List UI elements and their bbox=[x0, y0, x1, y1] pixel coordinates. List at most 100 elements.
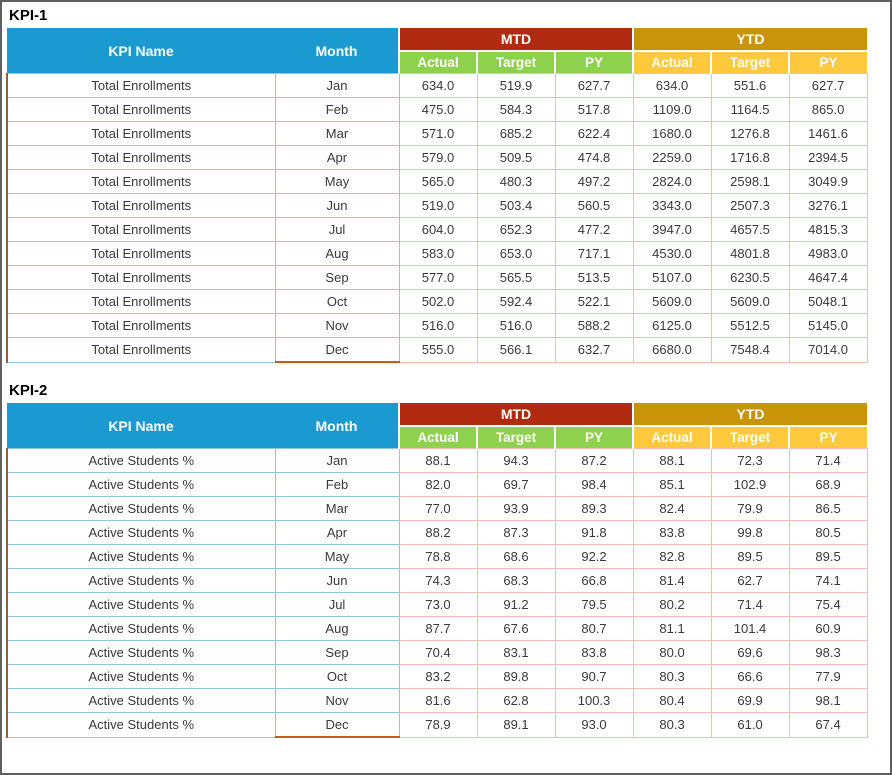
ytd-target-cell[interactable]: 61.0 bbox=[710, 712, 790, 738]
ytd-py-cell[interactable]: 5145.0 bbox=[788, 313, 868, 338]
ytd-py-cell[interactable]: 98.1 bbox=[788, 688, 868, 713]
kpi-name-cell[interactable]: Total Enrollments bbox=[6, 337, 276, 363]
mtd-py-cell[interactable]: 513.5 bbox=[554, 265, 634, 290]
ytd-target-cell[interactable]: 66.6 bbox=[710, 664, 790, 689]
ytd-target-cell[interactable]: 99.8 bbox=[710, 520, 790, 545]
col-header-mtd-actual[interactable]: Actual bbox=[398, 425, 477, 449]
month-cell[interactable]: Aug bbox=[274, 241, 400, 266]
ytd-actual-cell[interactable]: 6125.0 bbox=[632, 313, 712, 338]
ytd-target-cell[interactable]: 4801.8 bbox=[710, 241, 790, 266]
ytd-actual-cell[interactable]: 80.2 bbox=[632, 592, 712, 617]
mtd-target-cell[interactable]: 592.4 bbox=[476, 289, 556, 314]
kpi-name-cell[interactable]: Active Students % bbox=[6, 496, 276, 521]
ytd-actual-cell[interactable]: 2259.0 bbox=[632, 145, 712, 170]
mtd-actual-cell[interactable]: 88.1 bbox=[398, 448, 478, 473]
col-header-ytd-actual[interactable]: Actual bbox=[632, 425, 712, 449]
kpi-name-cell[interactable]: Total Enrollments bbox=[6, 169, 276, 194]
kpi-name-cell[interactable]: Active Students % bbox=[6, 544, 276, 569]
mtd-actual-cell[interactable]: 604.0 bbox=[398, 217, 478, 242]
ytd-py-cell[interactable]: 98.3 bbox=[788, 640, 868, 665]
mtd-target-cell[interactable]: 519.9 bbox=[476, 73, 556, 98]
ytd-actual-cell[interactable]: 81.4 bbox=[632, 568, 712, 593]
month-cell[interactable]: Mar bbox=[274, 121, 400, 146]
ytd-actual-cell[interactable]: 83.8 bbox=[632, 520, 712, 545]
mtd-actual-cell[interactable]: 70.4 bbox=[398, 640, 478, 665]
mtd-py-cell[interactable]: 100.3 bbox=[554, 688, 634, 713]
kpi-name-cell[interactable]: Total Enrollments bbox=[6, 265, 276, 290]
ytd-target-cell[interactable]: 69.6 bbox=[710, 640, 790, 665]
mtd-target-cell[interactable]: 565.5 bbox=[476, 265, 556, 290]
month-cell[interactable]: Aug bbox=[274, 616, 400, 641]
ytd-target-cell[interactable]: 6230.5 bbox=[710, 265, 790, 290]
mtd-target-cell[interactable]: 87.3 bbox=[476, 520, 556, 545]
mtd-py-cell[interactable]: 717.1 bbox=[554, 241, 634, 266]
ytd-py-cell[interactable]: 4647.4 bbox=[788, 265, 868, 290]
mtd-py-cell[interactable]: 66.8 bbox=[554, 568, 634, 593]
month-cell[interactable]: Oct bbox=[274, 289, 400, 314]
mtd-target-cell[interactable]: 69.7 bbox=[476, 472, 556, 497]
ytd-actual-cell[interactable]: 80.3 bbox=[632, 712, 712, 738]
month-cell[interactable]: May bbox=[274, 169, 400, 194]
mtd-target-cell[interactable]: 94.3 bbox=[476, 448, 556, 473]
ytd-target-cell[interactable]: 1276.8 bbox=[710, 121, 790, 146]
mtd-actual-cell[interactable]: 73.0 bbox=[398, 592, 478, 617]
ytd-actual-cell[interactable]: 5107.0 bbox=[632, 265, 712, 290]
mtd-target-cell[interactable]: 67.6 bbox=[476, 616, 556, 641]
month-cell[interactable]: Sep bbox=[274, 265, 400, 290]
ytd-py-cell[interactable]: 77.9 bbox=[788, 664, 868, 689]
kpi-name-cell[interactable]: Total Enrollments bbox=[6, 193, 276, 218]
ytd-actual-cell[interactable]: 5609.0 bbox=[632, 289, 712, 314]
kpi-name-cell[interactable]: Total Enrollments bbox=[6, 145, 276, 170]
mtd-actual-cell[interactable]: 577.0 bbox=[398, 265, 478, 290]
mtd-actual-cell[interactable]: 519.0 bbox=[398, 193, 478, 218]
ytd-py-cell[interactable]: 80.5 bbox=[788, 520, 868, 545]
mtd-target-cell[interactable]: 68.3 bbox=[476, 568, 556, 593]
ytd-target-cell[interactable]: 4657.5 bbox=[710, 217, 790, 242]
ytd-py-cell[interactable]: 627.7 bbox=[788, 73, 868, 98]
ytd-target-cell[interactable]: 102.9 bbox=[710, 472, 790, 497]
mtd-actual-cell[interactable]: 81.6 bbox=[398, 688, 478, 713]
col-header-ytd-actual[interactable]: Actual bbox=[632, 50, 712, 74]
col-header-mtd-target[interactable]: Target bbox=[476, 50, 555, 74]
mtd-py-cell[interactable]: 93.0 bbox=[554, 712, 634, 738]
mtd-target-cell[interactable]: 93.9 bbox=[476, 496, 556, 521]
mtd-target-cell[interactable]: 480.3 bbox=[476, 169, 556, 194]
month-cell[interactable]: Feb bbox=[274, 97, 400, 122]
col-header-ytd[interactable]: YTD bbox=[632, 28, 868, 51]
ytd-target-cell[interactable]: 89.5 bbox=[710, 544, 790, 569]
ytd-target-cell[interactable]: 2507.3 bbox=[710, 193, 790, 218]
ytd-target-cell[interactable]: 551.6 bbox=[710, 73, 790, 98]
section-title-kpi-1[interactable]: KPI-1 bbox=[9, 7, 48, 24]
ytd-actual-cell[interactable]: 3343.0 bbox=[632, 193, 712, 218]
month-cell[interactable]: Feb bbox=[274, 472, 400, 497]
ytd-target-cell[interactable]: 1716.8 bbox=[710, 145, 790, 170]
mtd-actual-cell[interactable]: 475.0 bbox=[398, 97, 478, 122]
month-cell[interactable]: Apr bbox=[274, 520, 400, 545]
month-cell[interactable]: Jan bbox=[274, 448, 400, 473]
mtd-actual-cell[interactable]: 583.0 bbox=[398, 241, 478, 266]
ytd-actual-cell[interactable]: 80.3 bbox=[632, 664, 712, 689]
mtd-py-cell[interactable]: 89.3 bbox=[554, 496, 634, 521]
col-header-mtd[interactable]: MTD bbox=[397, 28, 634, 51]
col-header-mtd-target[interactable]: Target bbox=[476, 425, 555, 449]
col-header-kpi-name[interactable]: KPI Name bbox=[7, 28, 275, 74]
ytd-py-cell[interactable]: 865.0 bbox=[788, 97, 868, 122]
mtd-actual-cell[interactable]: 88.2 bbox=[398, 520, 478, 545]
month-cell[interactable]: Jan bbox=[274, 73, 400, 98]
kpi-name-cell[interactable]: Active Students % bbox=[6, 712, 276, 738]
kpi-name-cell[interactable]: Active Students % bbox=[6, 520, 276, 545]
mtd-py-cell[interactable]: 474.8 bbox=[554, 145, 634, 170]
mtd-target-cell[interactable]: 685.2 bbox=[476, 121, 556, 146]
kpi-name-cell[interactable]: Active Students % bbox=[6, 448, 276, 473]
mtd-py-cell[interactable]: 632.7 bbox=[554, 337, 634, 363]
ytd-py-cell[interactable]: 3049.9 bbox=[788, 169, 868, 194]
month-cell[interactable]: Jul bbox=[274, 592, 400, 617]
ytd-py-cell[interactable]: 4815.3 bbox=[788, 217, 868, 242]
mtd-py-cell[interactable]: 90.7 bbox=[554, 664, 634, 689]
mtd-target-cell[interactable]: 653.0 bbox=[476, 241, 556, 266]
mtd-actual-cell[interactable]: 516.0 bbox=[398, 313, 478, 338]
mtd-actual-cell[interactable]: 579.0 bbox=[398, 145, 478, 170]
col-header-kpi-name[interactable]: KPI Name bbox=[7, 403, 275, 449]
mtd-actual-cell[interactable]: 74.3 bbox=[398, 568, 478, 593]
ytd-actual-cell[interactable]: 1109.0 bbox=[632, 97, 712, 122]
